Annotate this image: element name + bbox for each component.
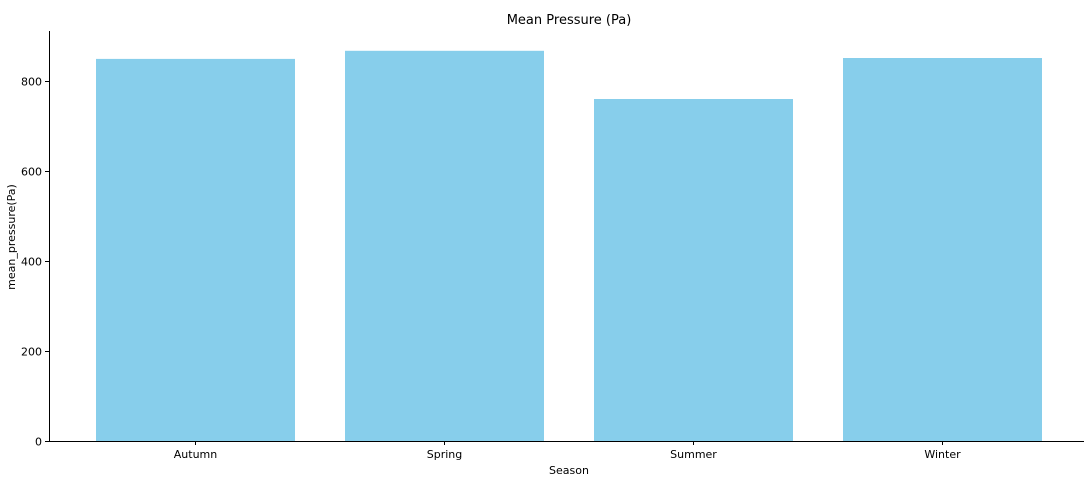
bar-autumn	[96, 58, 295, 442]
bar-winter	[843, 58, 1042, 441]
bar-summer	[594, 99, 793, 441]
y-tick-label: 400	[21, 256, 42, 269]
y-axis-ticks: 0 200 400 600 800	[21, 76, 49, 449]
x-tick-label: Summer	[670, 448, 717, 461]
y-tick-label: 600	[21, 166, 42, 179]
y-tick-label: 0	[35, 436, 42, 449]
y-tick-label: 800	[21, 76, 42, 89]
x-axis-ticks: Autumn Spring Summer Winter	[174, 441, 961, 461]
bars-layer	[96, 50, 1042, 442]
y-tick-label: 200	[21, 346, 42, 359]
x-tick-label: Winter	[924, 448, 961, 461]
bar-spring	[345, 50, 544, 442]
x-tick-label: Autumn	[174, 448, 217, 461]
x-tick-label: Spring	[427, 448, 463, 461]
chart-title: Mean Pressure (Pa)	[507, 13, 632, 28]
x-axis-label: Season	[549, 464, 589, 477]
y-axis-label: mean_pressure(Pa)	[5, 184, 18, 290]
